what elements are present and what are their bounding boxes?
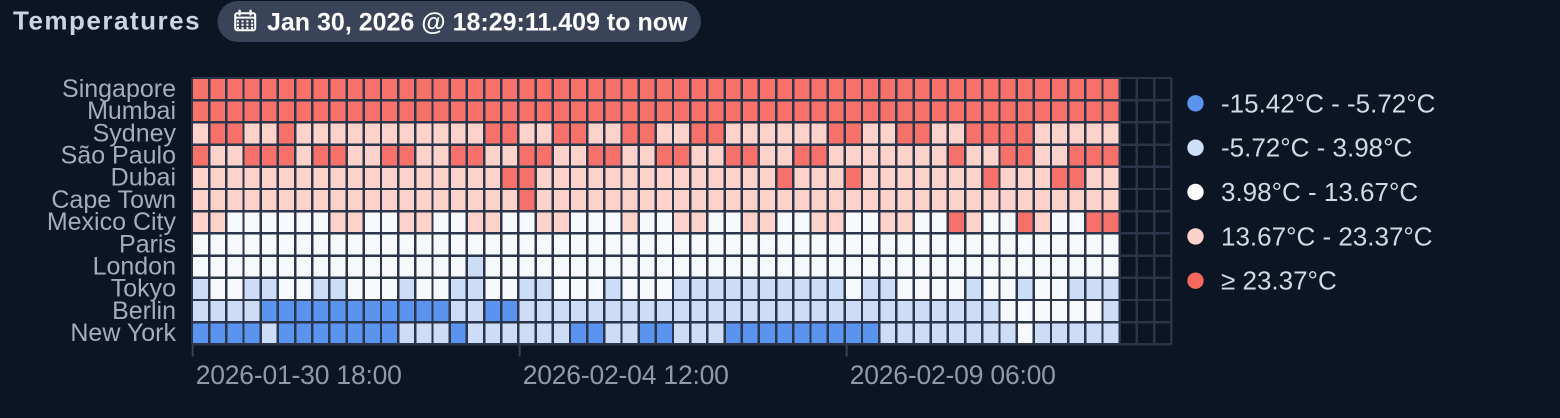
svg-text:-5.72°C - 3.98°C: -5.72°C - 3.98°C <box>1221 133 1412 163</box>
svg-text:Paris: Paris <box>119 230 176 258</box>
svg-text:London: London <box>93 253 176 281</box>
svg-text:New York: New York <box>70 319 176 347</box>
svg-text:≥ 23.37°C: ≥ 23.37°C <box>1221 266 1337 296</box>
svg-text:Cape Town: Cape Town <box>51 186 176 214</box>
svg-text:Tokyo: Tokyo <box>111 275 176 303</box>
svg-text:Jan 30, 2026 @ 18:29:11.409 to: Jan 30, 2026 @ 18:29:11.409 to now <box>267 9 688 37</box>
svg-text:Berlin: Berlin <box>112 297 176 325</box>
svg-text:-15.42°C - -5.72°C: -15.42°C - -5.72°C <box>1221 88 1435 118</box>
svg-text:2026-01-30 18:00: 2026-01-30 18:00 <box>196 360 402 390</box>
svg-text:São Paulo: São Paulo <box>61 142 176 170</box>
svg-text:Mumbai: Mumbai <box>87 97 176 125</box>
svg-text:Sydney: Sydney <box>93 119 177 147</box>
svg-text:3.98°C - 13.67°C: 3.98°C - 13.67°C <box>1221 177 1418 207</box>
svg-text:13.67°C - 23.37°C: 13.67°C - 23.37°C <box>1221 221 1433 251</box>
svg-text:Singapore: Singapore <box>62 75 176 103</box>
svg-text:2026-02-04 12:00: 2026-02-04 12:00 <box>523 360 729 390</box>
svg-text:2026-02-09 06:00: 2026-02-09 06:00 <box>850 360 1056 390</box>
svg-text:Dubai: Dubai <box>111 164 176 192</box>
svg-text:Temperatures: Temperatures <box>13 6 201 36</box>
svg-text:Mexico City: Mexico City <box>47 208 177 236</box>
